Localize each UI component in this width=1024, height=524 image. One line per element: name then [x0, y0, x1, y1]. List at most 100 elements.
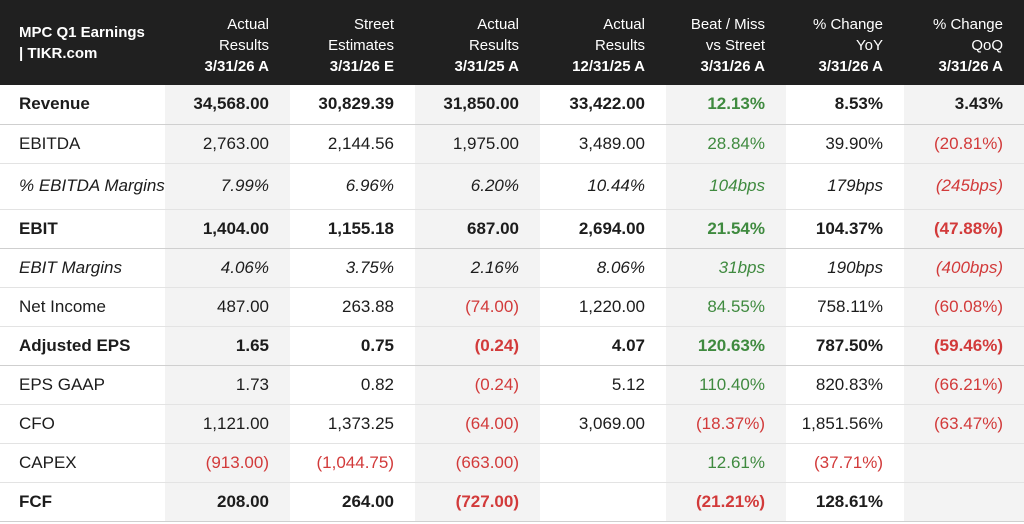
cell: 758.11%	[817, 296, 883, 316]
cell: 208.00	[165, 482, 290, 521]
cell: 31bps	[666, 248, 786, 287]
col-header-change-yoy: % Change YoY 3/31/26 A	[812, 16, 883, 75]
cell: (0.24)	[415, 326, 540, 365]
col-header-street-estimates: Street Estimates 3/31/26 E	[328, 16, 394, 75]
cell: 5.12	[611, 374, 645, 394]
cell	[904, 482, 1024, 521]
cell: 84.55%	[666, 287, 786, 326]
cell: (0.24)	[415, 365, 540, 404]
cell	[904, 443, 1024, 482]
row-label: EBIT Margins	[19, 257, 122, 277]
cell: 0.82	[360, 374, 394, 394]
row-label: Net Income	[19, 296, 106, 316]
cell: 28.84%	[666, 124, 786, 163]
col-header-actual-q4-25: Actual Results 12/31/25 A	[572, 16, 645, 75]
cell: (66.21%)	[904, 365, 1024, 404]
cell: 190bps	[827, 257, 883, 277]
cell: 3,069.00	[578, 413, 645, 433]
row-label: CFO	[19, 413, 55, 433]
row-ebit-margins: EBIT Margins 4.06% 3.75% 2.16% 8.06% 31b…	[0, 248, 1024, 287]
row-eps-gaap: EPS GAAP 1.73 0.82 (0.24) 5.12 110.40% 8…	[0, 365, 1024, 404]
cell: (37.71%)	[814, 452, 883, 472]
cell: 3,489.00	[578, 133, 645, 153]
cell: (59.46%)	[904, 326, 1024, 365]
cell: 4.06%	[165, 248, 290, 287]
cell: 264.00	[342, 491, 394, 511]
cell: 31,850.00	[415, 85, 540, 124]
cell: 3.43%	[904, 85, 1024, 124]
row-adjusted-eps: Adjusted EPS 1.65 0.75 (0.24) 4.07 120.6…	[0, 326, 1024, 365]
cell: 33,422.00	[569, 94, 645, 114]
cell: (18.37%)	[666, 404, 786, 443]
cell: 7.99%	[165, 163, 290, 209]
cell: 21.54%	[666, 209, 786, 248]
cell: 2,144.56	[327, 133, 394, 153]
cell: 12.61%	[666, 443, 786, 482]
cell: (60.08%)	[904, 287, 1024, 326]
cell: 8.06%	[596, 257, 645, 277]
cell: (913.00)	[165, 443, 290, 482]
cell: 128.61%	[815, 491, 883, 511]
cell: 179bps	[827, 176, 883, 195]
cell: 1,121.00	[165, 404, 290, 443]
cell: 1,975.00	[415, 124, 540, 163]
cell: (64.00)	[415, 404, 540, 443]
cell: (245bps)	[904, 163, 1024, 209]
cell: (400bps)	[904, 248, 1024, 287]
row-label: FCF	[19, 491, 53, 511]
header-row: MPC Q1 Earnings | TIKR.com Actual Results…	[0, 0, 1024, 85]
cell: 1,220.00	[578, 296, 645, 316]
cell: (20.81%)	[904, 124, 1024, 163]
cell: 120.63%	[666, 326, 786, 365]
row-revenue: Revenue 34,568.00 30,829.39 31,850.00 33…	[0, 85, 1024, 124]
row-label: EBITDA	[19, 133, 81, 153]
row-label: Adjusted EPS	[19, 335, 131, 355]
cell: 787.50%	[815, 335, 883, 355]
row-label: Revenue	[19, 94, 90, 114]
cell: 10.44%	[587, 176, 645, 195]
cell: 104.37%	[815, 218, 883, 238]
col-header-change-qoq: % Change QoQ 3/31/26 A	[932, 16, 1003, 75]
cell: (727.00)	[415, 482, 540, 521]
row-capex: CAPEX (913.00) (1,044.75) (663.00) 12.61…	[0, 443, 1024, 482]
cell: 39.90%	[825, 133, 883, 153]
cell: 2,694.00	[578, 218, 645, 238]
cell: 6.20%	[415, 163, 540, 209]
row-ebitda-margins: % EBITDA Margins 7.99% 6.96% 6.20% 10.44…	[0, 163, 1024, 209]
cell	[540, 443, 666, 482]
table-body: Revenue 34,568.00 30,829.39 31,850.00 33…	[0, 85, 1024, 521]
cell: 2,763.00	[165, 124, 290, 163]
cell: (1,044.75)	[316, 452, 395, 472]
cell: 1.65	[165, 326, 290, 365]
cell: 820.83%	[815, 374, 883, 394]
table-title: MPC Q1 Earnings | TIKR.com	[0, 0, 165, 85]
cell: 110.40%	[666, 365, 786, 404]
cell: 2.16%	[415, 248, 540, 287]
row-ebit: EBIT 1,404.00 1,155.18 687.00 2,694.00 2…	[0, 209, 1024, 248]
cell	[540, 482, 666, 521]
cell: 3.75%	[345, 257, 394, 277]
cell: 12.13%	[666, 85, 786, 124]
cell: (47.88%)	[904, 209, 1024, 248]
cell: 1,155.18	[327, 218, 394, 238]
cell: 263.88	[342, 296, 394, 316]
cell: (21.21%)	[666, 482, 786, 521]
row-label: EBIT	[19, 218, 58, 238]
row-label: CAPEX	[19, 452, 77, 472]
cell: 34,568.00	[165, 85, 290, 124]
cell: 1,404.00	[165, 209, 290, 248]
title-line-1: MPC Q1 Earnings	[19, 23, 145, 41]
cell: 104bps	[666, 163, 786, 209]
row-label: EPS GAAP	[19, 374, 105, 394]
row-net-income: Net Income 487.00 263.88 (74.00) 1,220.0…	[0, 287, 1024, 326]
cell: 0.75	[360, 335, 394, 355]
cell: (663.00)	[415, 443, 540, 482]
cell: 30,829.39	[318, 94, 394, 114]
cell: (63.47%)	[904, 404, 1024, 443]
cell: 1.73	[165, 365, 290, 404]
cell: 4.07	[611, 335, 645, 355]
col-header-actual-q1-25: Actual Results 3/31/25 A	[454, 16, 520, 75]
cell: 687.00	[415, 209, 540, 248]
cell: 8.53%	[834, 94, 883, 114]
